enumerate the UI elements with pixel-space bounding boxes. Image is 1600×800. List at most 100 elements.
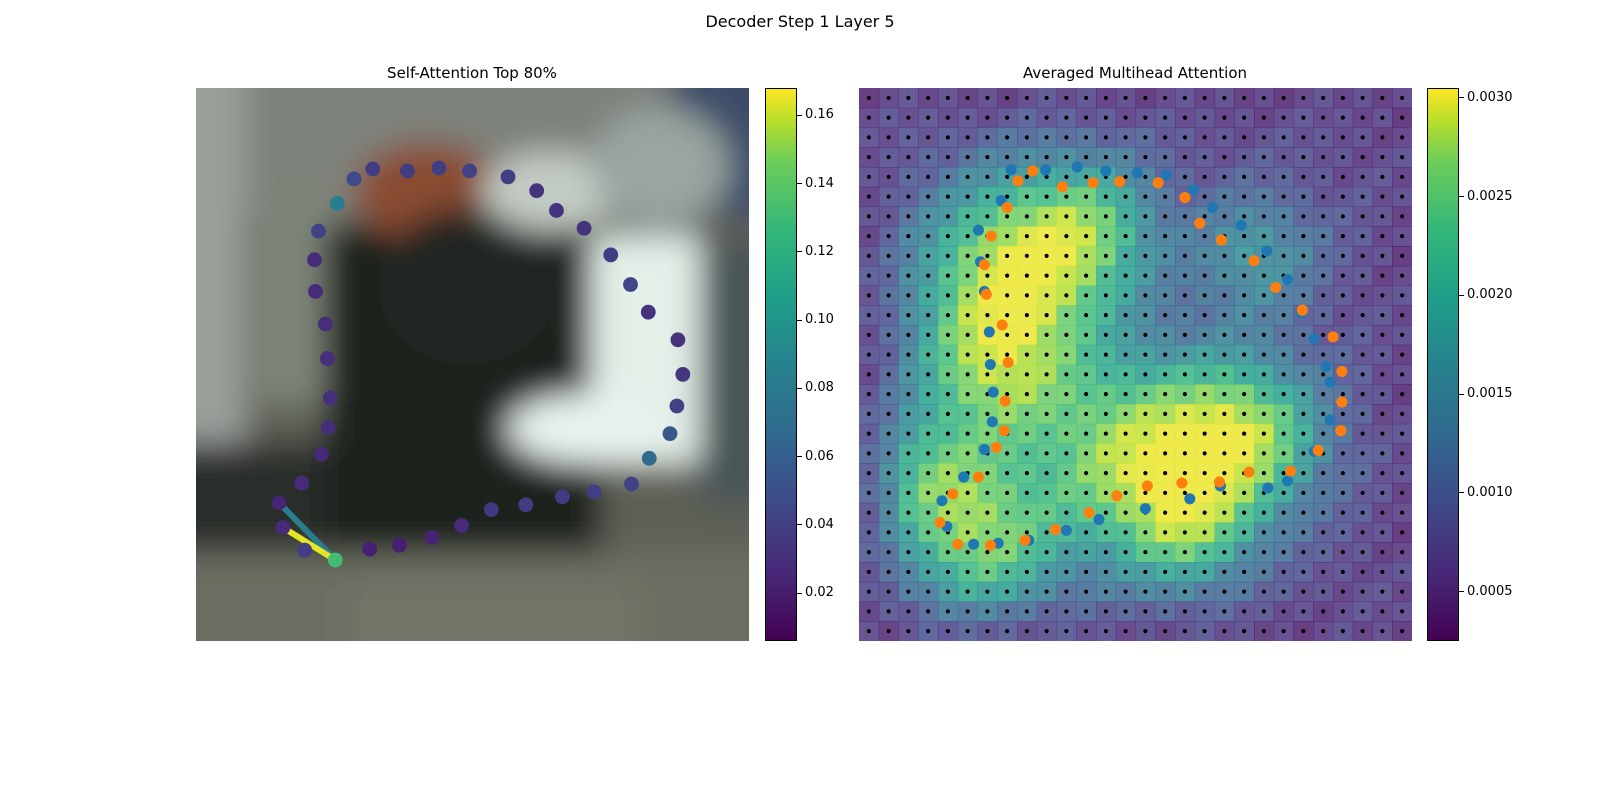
series-orange-point: [985, 230, 997, 242]
grid-dot: [906, 214, 911, 219]
grid-dot: [1163, 550, 1168, 555]
grid-dot: [1182, 174, 1187, 179]
grid-dot: [1380, 253, 1385, 258]
grid-dot: [1261, 135, 1266, 140]
grid-dot: [1321, 194, 1326, 199]
grid-dot: [1024, 115, 1029, 120]
grid-dot: [985, 490, 990, 495]
grid-dot: [1301, 530, 1306, 535]
grid-dot: [926, 510, 931, 515]
grid-dot: [1380, 214, 1385, 219]
grid-dot: [866, 234, 871, 239]
grid-dot: [1024, 609, 1029, 614]
series-blue-point: [1040, 164, 1052, 176]
series-orange-point: [1176, 477, 1188, 489]
grid-dot: [1143, 332, 1148, 337]
grid-dot: [1242, 589, 1247, 594]
grid-dot: [1084, 431, 1089, 436]
contour-point: [675, 366, 691, 382]
grid-dot: [1084, 490, 1089, 495]
grid-dot: [1380, 115, 1385, 120]
grid-dot: [1103, 629, 1108, 634]
grid-dot: [945, 431, 950, 436]
grid-dot: [1202, 550, 1207, 555]
grid-dot: [1242, 234, 1247, 239]
grid-dot: [1281, 589, 1286, 594]
grid-dot: [1024, 332, 1029, 337]
grid-dot: [1143, 273, 1148, 278]
grid-dot: [1103, 372, 1108, 377]
grid-dot: [1261, 234, 1266, 239]
self-attention-plot: [196, 88, 749, 641]
grid-dot: [1182, 629, 1187, 634]
grid-dot: [1143, 550, 1148, 555]
grid-dot: [1024, 451, 1029, 456]
grid-dot: [945, 214, 950, 219]
colorbar-tick-label: 0.14: [797, 175, 834, 191]
grid-dot: [1163, 629, 1168, 634]
series-orange-point: [1215, 234, 1227, 246]
grid-dot: [1005, 352, 1010, 357]
grid-dot: [1182, 313, 1187, 318]
series-blue-point: [1261, 245, 1273, 257]
grid-dot: [1064, 550, 1069, 555]
series-orange-point: [1285, 465, 1297, 477]
grid-dot: [1202, 214, 1207, 219]
grid-dot: [1380, 95, 1385, 100]
grid-dot: [1301, 392, 1306, 397]
grid-dot: [965, 313, 970, 318]
grid-dot: [866, 273, 871, 278]
grid-dot: [1281, 490, 1286, 495]
grid-dot: [1222, 490, 1227, 495]
grid-dot: [1005, 115, 1010, 120]
contour-point: [500, 169, 516, 185]
grid-dot: [1261, 273, 1266, 278]
grid-dot: [1281, 135, 1286, 140]
grid-dot: [1084, 194, 1089, 199]
grid-dot: [1222, 293, 1227, 298]
grid-dot: [1222, 194, 1227, 199]
grid-dot: [1044, 411, 1049, 416]
grid-dot: [1321, 372, 1326, 377]
grid-dot: [1005, 451, 1010, 456]
grid-dot: [926, 490, 931, 495]
grid-dot: [985, 411, 990, 416]
grid-dot: [926, 411, 931, 416]
grid-dot: [886, 530, 891, 535]
grid-dot: [1123, 451, 1128, 456]
grid-dot: [1202, 155, 1207, 160]
series-orange-point: [1213, 476, 1225, 488]
grid-dot: [1301, 214, 1306, 219]
grid-dot: [1321, 234, 1326, 239]
grid-dot: [1281, 609, 1286, 614]
grid-dot: [1281, 352, 1286, 357]
grid-dot: [906, 510, 911, 515]
grid-dot: [866, 372, 871, 377]
grid-dot: [1321, 392, 1326, 397]
grid-dot: [1242, 411, 1247, 416]
grid-dot: [1143, 155, 1148, 160]
grid-dot: [945, 273, 950, 278]
grid-dot: [1182, 569, 1187, 574]
series-orange-point: [1336, 396, 1348, 408]
grid-dot: [1360, 550, 1365, 555]
grid-dot: [1222, 372, 1227, 377]
series-orange-point: [980, 288, 992, 300]
grid-dot: [965, 569, 970, 574]
grid-dot: [1182, 214, 1187, 219]
grid-dot: [1261, 589, 1266, 594]
grid-dot: [1222, 352, 1227, 357]
grid-dot: [1005, 95, 1010, 100]
grid-dot: [1400, 174, 1405, 179]
grid-dot: [1182, 392, 1187, 397]
contour-point: [586, 484, 602, 500]
grid-dot: [1044, 490, 1049, 495]
contour-point: [554, 489, 570, 505]
grid-dot: [1044, 352, 1049, 357]
grid-dot: [1064, 629, 1069, 634]
grid-dot: [1281, 550, 1286, 555]
grid-dot: [1064, 392, 1069, 397]
series-blue-point: [1139, 503, 1151, 515]
grid-dot: [1163, 392, 1168, 397]
grid-dot: [886, 451, 891, 456]
